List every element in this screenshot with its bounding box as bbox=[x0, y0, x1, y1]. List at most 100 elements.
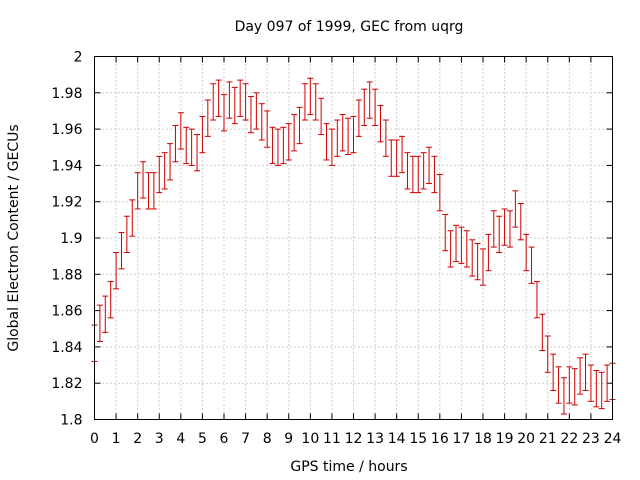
data-point bbox=[512, 190, 519, 228]
data-point bbox=[463, 230, 470, 268]
data-point bbox=[604, 364, 611, 402]
y-tick-label: 1.84 bbox=[51, 340, 82, 356]
y-tick-label: 1.98 bbox=[51, 86, 82, 102]
data-point bbox=[242, 83, 249, 121]
y-tick-label: 1.92 bbox=[51, 195, 82, 211]
data-point bbox=[177, 112, 184, 150]
x-tick-label: 11 bbox=[323, 431, 341, 447]
data-point bbox=[161, 152, 168, 190]
data-point bbox=[436, 173, 443, 212]
data-point bbox=[447, 230, 454, 268]
data-point bbox=[301, 83, 308, 121]
data-point bbox=[485, 233, 492, 272]
data-point bbox=[307, 77, 314, 116]
data-point bbox=[129, 199, 136, 237]
data-point bbox=[123, 215, 130, 254]
data-point bbox=[107, 281, 114, 319]
data-point bbox=[253, 92, 260, 130]
data-point bbox=[539, 313, 546, 352]
data-point bbox=[102, 295, 109, 333]
data-point bbox=[571, 368, 578, 406]
x-tick-label: 9 bbox=[284, 431, 293, 447]
data-point bbox=[199, 115, 206, 154]
data-point bbox=[399, 135, 406, 174]
y-tick-label: 1.8 bbox=[60, 413, 82, 429]
data-point bbox=[323, 123, 330, 161]
x-tick-labels: 0 1 2 3 4 5 6 7 8 9 10 11 12 13 14 15 16 17 18 19 20 21 22 23 24 bbox=[90, 431, 621, 447]
data-point bbox=[113, 252, 120, 290]
data-point bbox=[544, 335, 551, 373]
chart-title: Day 097 of 1999, GEC from uqrg bbox=[235, 19, 464, 35]
x-tick-label: 1 bbox=[112, 431, 121, 447]
x-tick-label: 22 bbox=[560, 431, 578, 447]
data-point bbox=[350, 115, 357, 154]
data-point bbox=[372, 88, 379, 126]
data-point bbox=[555, 366, 562, 404]
data-point bbox=[269, 126, 276, 165]
data-point bbox=[490, 210, 497, 248]
data-point bbox=[366, 81, 373, 119]
data-point bbox=[145, 172, 152, 210]
data-point bbox=[285, 123, 292, 161]
x-tick-label: 0 bbox=[90, 431, 99, 447]
x-tick-label: 2 bbox=[133, 431, 142, 447]
data-point bbox=[150, 172, 157, 210]
data-point bbox=[409, 155, 416, 194]
data-point bbox=[194, 134, 201, 172]
data-point bbox=[221, 94, 227, 132]
data-point bbox=[415, 155, 422, 194]
data-point bbox=[550, 353, 557, 391]
data-point bbox=[458, 226, 465, 264]
x-tick-label: 23 bbox=[582, 431, 600, 447]
data-point bbox=[361, 88, 368, 126]
data-point bbox=[167, 143, 174, 181]
data-point bbox=[215, 79, 222, 117]
data-point bbox=[172, 124, 179, 163]
data-point bbox=[339, 114, 346, 152]
x-tick-label: 19 bbox=[496, 431, 514, 447]
data-point bbox=[420, 152, 427, 190]
x-tick-label: 6 bbox=[220, 431, 229, 447]
y-axis-label: Global Electron Content / GECUs bbox=[6, 124, 22, 351]
data-point bbox=[393, 139, 400, 177]
y-tick-label: 1.9 bbox=[60, 231, 82, 247]
x-tick-label: 3 bbox=[155, 431, 164, 447]
axis-ticks bbox=[94, 56, 613, 420]
x-tick-label: 24 bbox=[604, 431, 622, 447]
data-point bbox=[345, 117, 352, 156]
data-point bbox=[593, 369, 600, 408]
data-point bbox=[431, 155, 438, 194]
data-point bbox=[140, 161, 147, 199]
data-point bbox=[258, 103, 265, 141]
data-point bbox=[469, 239, 476, 277]
data-point bbox=[156, 155, 163, 194]
data-point bbox=[318, 97, 325, 136]
y-tick-label: 2 bbox=[74, 50, 83, 66]
data-point bbox=[587, 364, 594, 402]
x-axis-label: GPS time / hours bbox=[290, 459, 407, 475]
data-point bbox=[312, 83, 319, 121]
x-tick-label: 4 bbox=[176, 431, 185, 447]
y-tick-labels: 1.8 1.82 1.84 1.86 1.88 1.9 1.92 1.94 1.96 1.98 2 bbox=[51, 50, 82, 429]
data-point bbox=[506, 210, 513, 248]
data-point bbox=[560, 377, 567, 415]
data-point bbox=[528, 246, 535, 284]
y-tick-label: 1.86 bbox=[51, 304, 82, 320]
data-point bbox=[204, 99, 211, 137]
data-point bbox=[496, 215, 503, 254]
data-point bbox=[274, 128, 281, 166]
data-point bbox=[296, 106, 303, 145]
data-point bbox=[404, 152, 411, 190]
data-point bbox=[388, 139, 395, 177]
y-tick-label: 1.96 bbox=[51, 122, 82, 138]
data-point bbox=[598, 371, 605, 410]
data-point bbox=[264, 110, 271, 148]
data-point bbox=[334, 119, 341, 157]
x-tick-label: 21 bbox=[539, 431, 557, 447]
data-point bbox=[517, 203, 524, 241]
data-point bbox=[442, 213, 449, 252]
data-point bbox=[183, 126, 190, 165]
data-point bbox=[426, 146, 433, 185]
data-point bbox=[480, 248, 486, 286]
